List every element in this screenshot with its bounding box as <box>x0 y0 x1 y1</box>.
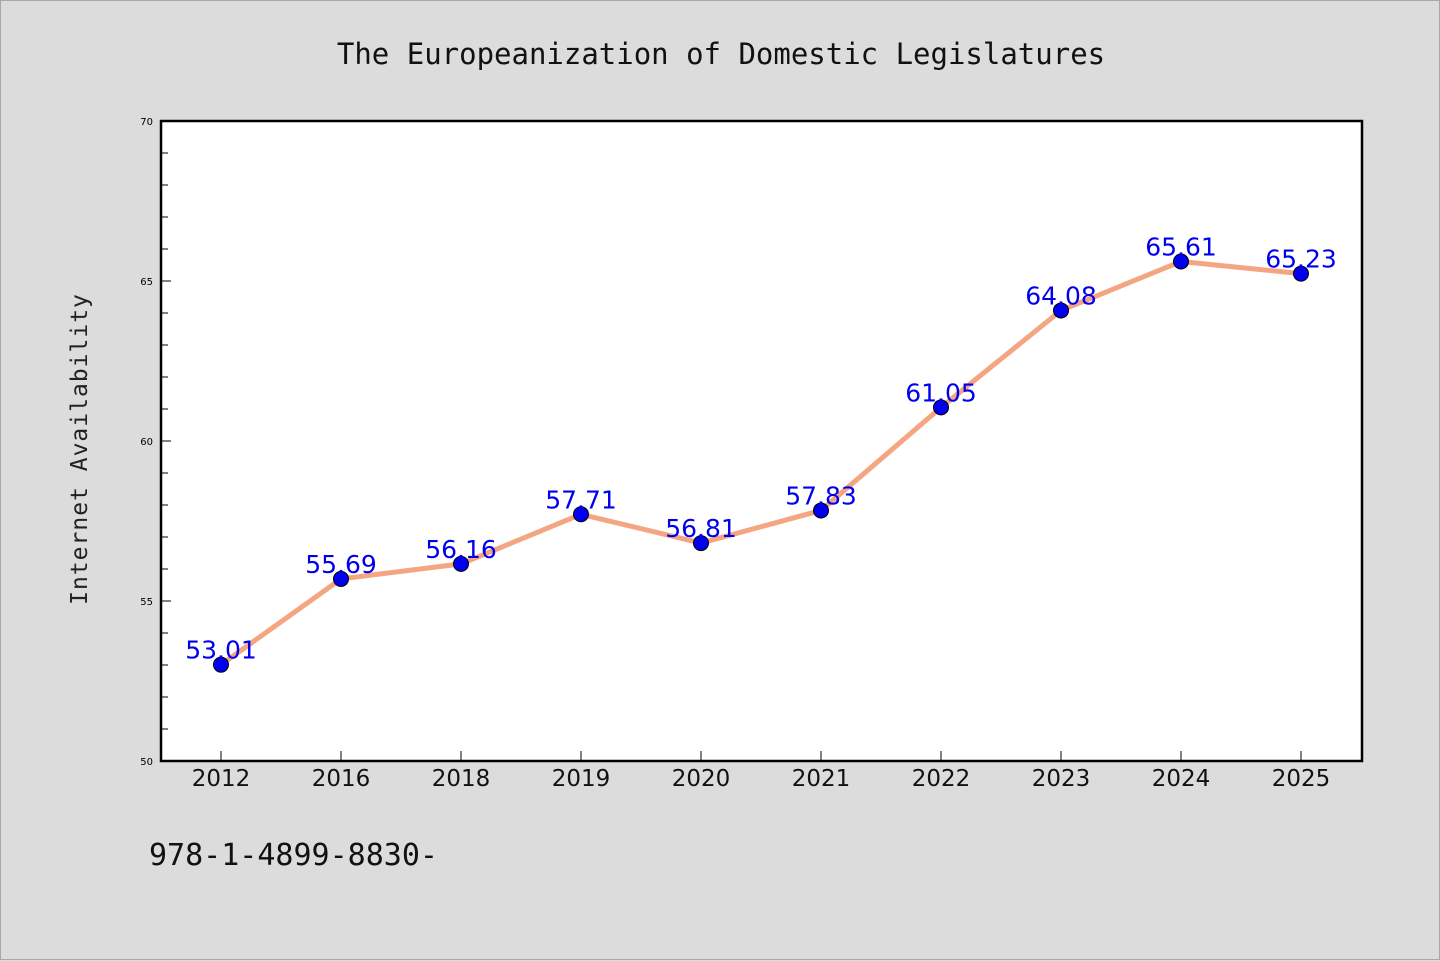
y-tick-label: 60 <box>140 437 153 448</box>
x-tick-label: 2020 <box>672 766 731 792</box>
footer-isbn: 978-1-4899-8830- <box>149 838 438 873</box>
x-tick-label: 2019 <box>552 766 611 792</box>
x-tick-label: 2024 <box>1152 766 1211 792</box>
y-tick-label: 70 <box>140 117 153 128</box>
y-tick-label: 50 <box>140 757 153 768</box>
data-point <box>1293 265 1309 282</box>
data-point <box>1173 253 1189 270</box>
x-tick-label: 2021 <box>792 766 851 792</box>
x-tick-label: 2012 <box>192 766 251 792</box>
series-line <box>218 258 1304 668</box>
data-point <box>453 555 469 572</box>
data-point <box>213 656 229 673</box>
data-label: 56.81 <box>665 514 737 543</box>
x-tick-label: 2025 <box>1272 766 1331 792</box>
data-point <box>573 506 589 523</box>
data-label: 55.69 <box>305 550 377 579</box>
x-tick-label: 2022 <box>912 766 971 792</box>
data-label: 56.16 <box>425 535 497 564</box>
series-layer: 53.01 55.69 56.16 57.71 56.81 57.83 61.05 64.08… <box>185 232 1337 673</box>
data-point <box>693 535 709 552</box>
data-label: 65.23 <box>1265 245 1337 274</box>
y-tick-label: 55 <box>140 597 153 608</box>
x-axis: 2012 2016 2018 2019 2020 2021 2022 2023 2024 2025 <box>192 751 1331 792</box>
data-label: 57.83 <box>785 481 857 510</box>
data-point <box>333 570 349 587</box>
x-tick-label: 2016 <box>312 766 371 792</box>
data-label: 61.05 <box>905 378 977 407</box>
chart-title: The Europeanization of Domestic Legislat… <box>337 37 1105 71</box>
data-label: 53.01 <box>185 636 257 665</box>
x-tick-label: 2023 <box>1032 766 1091 792</box>
data-label: 64.08 <box>1025 281 1097 310</box>
data-point <box>933 399 949 416</box>
data-point <box>813 502 829 519</box>
plot-area <box>161 121 1362 761</box>
data-label: 57.71 <box>545 485 617 514</box>
data-point <box>1053 302 1069 319</box>
data-label: 65.61 <box>1145 232 1217 261</box>
plot-frame <box>159 119 1364 763</box>
y-axis-label: Internet Availability <box>67 293 93 605</box>
x-tick-label: 2018 <box>432 766 491 792</box>
y-tick-label: 65 <box>140 277 153 288</box>
